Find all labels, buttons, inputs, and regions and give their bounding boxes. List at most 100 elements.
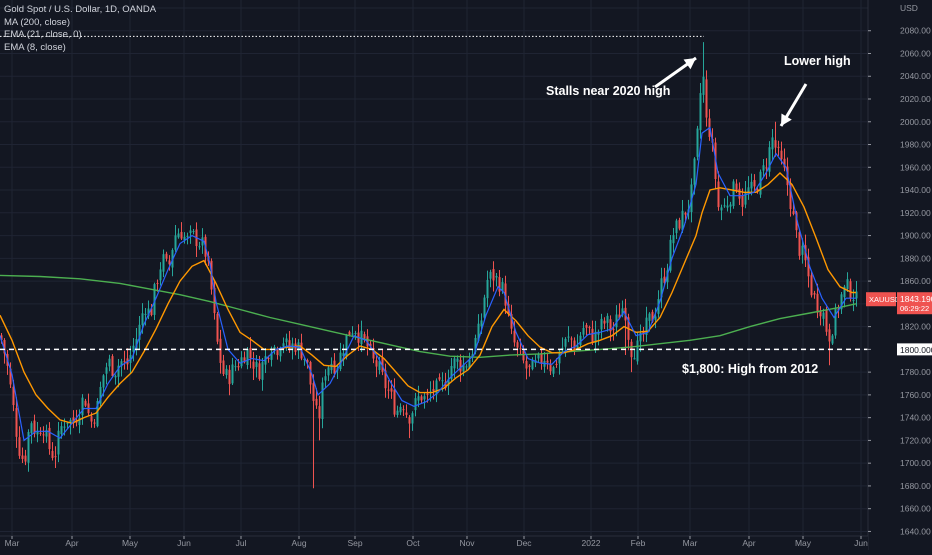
candle-body[interactable]	[99, 386, 102, 404]
candle-body[interactable]	[645, 317, 648, 335]
candle-body[interactable]	[354, 332, 357, 334]
candle-body[interactable]	[270, 352, 273, 360]
candle-body[interactable]	[132, 345, 135, 352]
candle-body[interactable]	[168, 260, 171, 265]
candle-body[interactable]	[525, 361, 528, 369]
candle-body[interactable]	[63, 426, 66, 428]
candle-body[interactable]	[633, 358, 636, 360]
candle-body[interactable]	[729, 204, 732, 207]
candle-body[interactable]	[420, 396, 423, 401]
candle-body[interactable]	[147, 308, 150, 317]
candle-body[interactable]	[276, 349, 279, 356]
candle-body[interactable]	[48, 427, 51, 450]
candle-body[interactable]	[660, 278, 663, 298]
candle-body[interactable]	[669, 239, 672, 271]
candle-body[interactable]	[558, 353, 561, 364]
candle-body[interactable]	[720, 207, 723, 211]
candle-body[interactable]	[27, 431, 30, 463]
candle-body[interactable]	[150, 308, 153, 315]
candle-body[interactable]	[825, 309, 828, 332]
candle-body[interactable]	[153, 284, 156, 315]
candle-body[interactable]	[408, 417, 411, 424]
candle-body[interactable]	[387, 389, 390, 391]
candle-body[interactable]	[9, 368, 12, 385]
candle-body[interactable]	[579, 335, 582, 346]
candle-body[interactable]	[264, 356, 267, 365]
candle-body[interactable]	[555, 363, 558, 365]
candle-body[interactable]	[318, 406, 321, 419]
candle-body[interactable]	[405, 412, 408, 415]
ema21-line[interactable]	[0, 172, 856, 425]
candle-body[interactable]	[774, 140, 777, 148]
candle-body[interactable]	[717, 181, 720, 208]
candle-body[interactable]	[528, 365, 531, 367]
candle-body[interactable]	[693, 158, 696, 185]
legend-ema21[interactable]: EMA (21, close, 0)	[4, 29, 82, 40]
candle-body[interactable]	[672, 235, 675, 244]
candle-body[interactable]	[468, 359, 471, 368]
candle-body[interactable]	[342, 353, 345, 356]
candle-body[interactable]	[393, 389, 396, 415]
candle-body[interactable]	[399, 406, 402, 413]
candle-body[interactable]	[261, 362, 264, 380]
candle-body[interactable]	[36, 430, 39, 435]
candle-body[interactable]	[123, 361, 126, 363]
candle-body[interactable]	[768, 147, 771, 172]
candle-body[interactable]	[114, 375, 117, 378]
ma200-line[interactable]	[0, 274, 857, 359]
candle-body[interactable]	[237, 366, 240, 368]
candle-body[interactable]	[702, 76, 705, 95]
candle-body[interactable]	[279, 348, 282, 357]
candle-body[interactable]	[594, 331, 597, 343]
candle-body[interactable]	[600, 318, 603, 330]
candle-body[interactable]	[351, 333, 354, 335]
candle-body[interactable]	[225, 368, 228, 376]
candle-body[interactable]	[345, 335, 348, 357]
candle-body[interactable]	[771, 137, 774, 150]
candle-body[interactable]	[552, 367, 555, 374]
candle-body[interactable]	[138, 324, 141, 340]
candle-body[interactable]	[654, 316, 657, 320]
candle-body[interactable]	[72, 417, 75, 423]
candle-body[interactable]	[15, 408, 18, 437]
candle-body[interactable]	[213, 287, 216, 314]
candle-body[interactable]	[732, 181, 735, 206]
candle-body[interactable]	[570, 338, 573, 340]
candle-body[interactable]	[813, 293, 816, 295]
candle-body[interactable]	[843, 286, 846, 298]
candle-body[interactable]	[324, 376, 327, 381]
candle-body[interactable]	[492, 268, 495, 281]
candle-body[interactable]	[639, 333, 642, 342]
candle-body[interactable]	[246, 349, 249, 365]
candle-body[interactable]	[615, 314, 618, 328]
candle-body[interactable]	[840, 294, 843, 310]
candle-body[interactable]	[435, 380, 438, 395]
candle-body[interactable]	[450, 366, 453, 379]
candle-body[interactable]	[267, 357, 270, 359]
candle-body[interactable]	[513, 330, 516, 343]
candle-body[interactable]	[810, 275, 813, 296]
candle-body[interactable]	[192, 231, 195, 233]
candle-body[interactable]	[294, 343, 297, 352]
candle-body[interactable]	[108, 358, 111, 367]
candle-body[interactable]	[30, 423, 33, 433]
candle-body[interactable]	[234, 366, 237, 368]
candle-body[interactable]	[411, 413, 414, 424]
candle-body[interactable]	[390, 388, 393, 392]
candle-body[interactable]	[348, 331, 351, 336]
candle-body[interactable]	[489, 271, 492, 279]
candle-body[interactable]	[177, 233, 180, 238]
candle-body[interactable]	[459, 359, 462, 372]
candle-body[interactable]	[519, 348, 522, 350]
candle-body[interactable]	[255, 361, 258, 367]
candle-body[interactable]	[414, 398, 417, 411]
candle-body[interactable]	[777, 146, 780, 148]
candle-body[interactable]	[483, 297, 486, 318]
candle-body[interactable]	[216, 313, 219, 342]
candle-body[interactable]	[117, 365, 120, 377]
candle-body[interactable]	[240, 357, 243, 367]
candle-body[interactable]	[591, 328, 594, 343]
candle-body[interactable]	[57, 430, 60, 455]
candle-body[interactable]	[567, 336, 570, 338]
candle-body[interactable]	[621, 308, 624, 316]
